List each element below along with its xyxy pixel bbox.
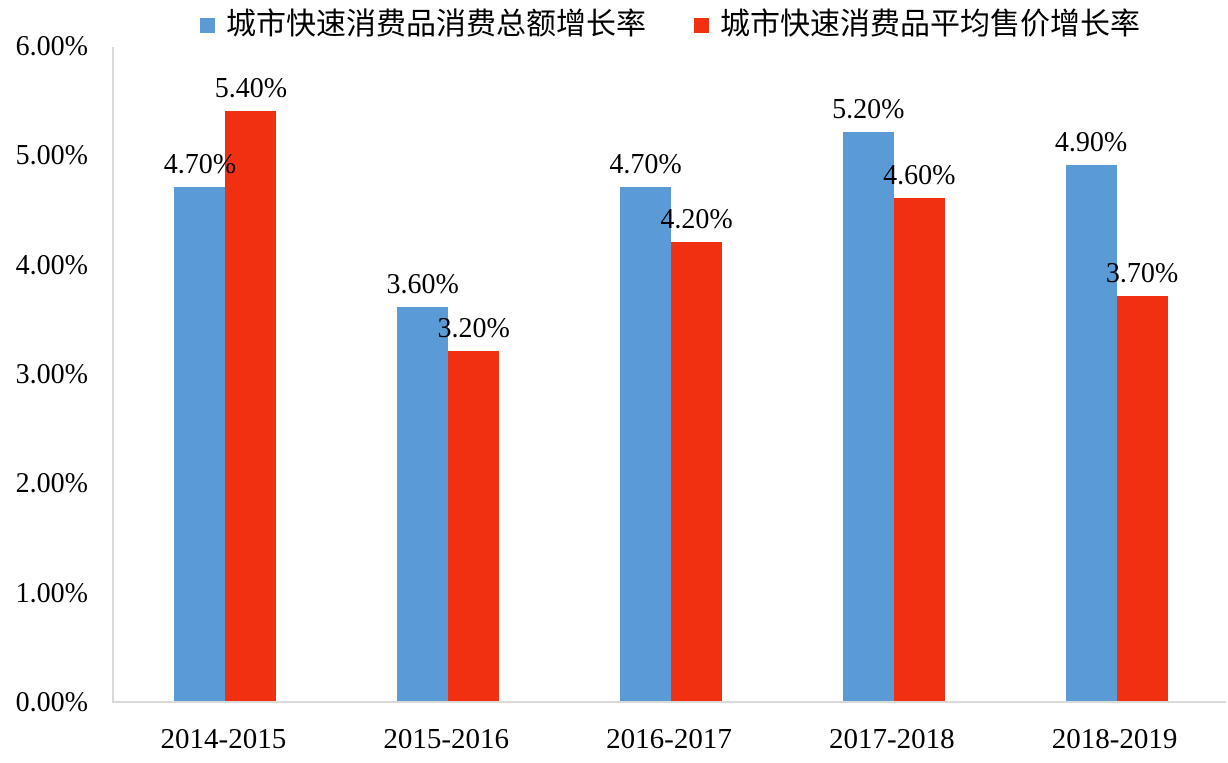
y-tick-label: 3.00% (15, 359, 88, 390)
bar-data-label: 5.40% (214, 72, 288, 104)
legend-swatch-red-icon (694, 17, 709, 33)
bar-data-label: 3.60% (386, 269, 459, 301)
y-tick-label: 4.00% (15, 249, 88, 281)
bar-data-label: 4.20% (660, 203, 733, 235)
bar-data-label: 3.20% (437, 313, 510, 345)
bar-red-2016-2017 (671, 241, 722, 701)
bar-data-label: 4.70% (163, 149, 237, 181)
legend-label-average-price-growth: 城市快速消费品平均售价增长率 (720, 8, 1140, 41)
legend-item-total-consumption-growth: 城市快速消费品消费总额增长率 (200, 10, 646, 40)
x-tick-label: 2018-2019 (1051, 723, 1178, 755)
bar-data-label: 4.90% (1054, 127, 1128, 159)
bar-data-label: 4.70% (609, 149, 682, 181)
legend-item-average-price-growth: 城市快速消费品平均售价增长率 (694, 10, 1140, 40)
legend-swatch-blue-icon (200, 17, 215, 33)
y-tick-label: 2.00% (15, 468, 88, 500)
bar-blue-2017-2018 (842, 132, 894, 701)
x-tick-label: 2014-2015 (160, 723, 287, 755)
plot-area: 4.70% 5.40% 3.60% 3.20% 4.70% 4.20% 5.20% 4.60%… (112, 47, 1226, 703)
bar-data-label: 4.60% (883, 160, 956, 192)
legend-label-total-consumption-growth: 城市快速消费品消费总额增长率 (226, 8, 646, 41)
x-tick-label: 2016-2017 (606, 723, 732, 755)
x-tick-label: 2015-2016 (383, 723, 510, 755)
bar-blue-2014-2015 (174, 187, 226, 701)
y-tick-label: 1.00% (15, 577, 88, 609)
chart-legend: 城市快速消费品消费总额增长率 城市快速消费品平均售价增长率 (112, 6, 1228, 44)
bar-blue-2015-2016 (397, 307, 449, 701)
bar-blue-2018-2019 (1065, 165, 1117, 701)
bar-red-2015-2016 (448, 351, 500, 701)
bar-blue-2016-2017 (620, 187, 671, 701)
bar-red-2017-2018 (893, 198, 945, 701)
y-tick-label: 0.00% (15, 687, 88, 718)
bar-red-2018-2019 (1116, 296, 1168, 701)
bar-data-label: 5.20% (832, 94, 905, 126)
y-tick-label: 6.00% (15, 31, 88, 62)
bar-data-label: 3.70% (1105, 258, 1179, 290)
y-tick-label: 5.00% (15, 140, 88, 172)
bar-red-2014-2015 (225, 110, 277, 701)
x-tick-label: 2017-2018 (828, 723, 955, 755)
